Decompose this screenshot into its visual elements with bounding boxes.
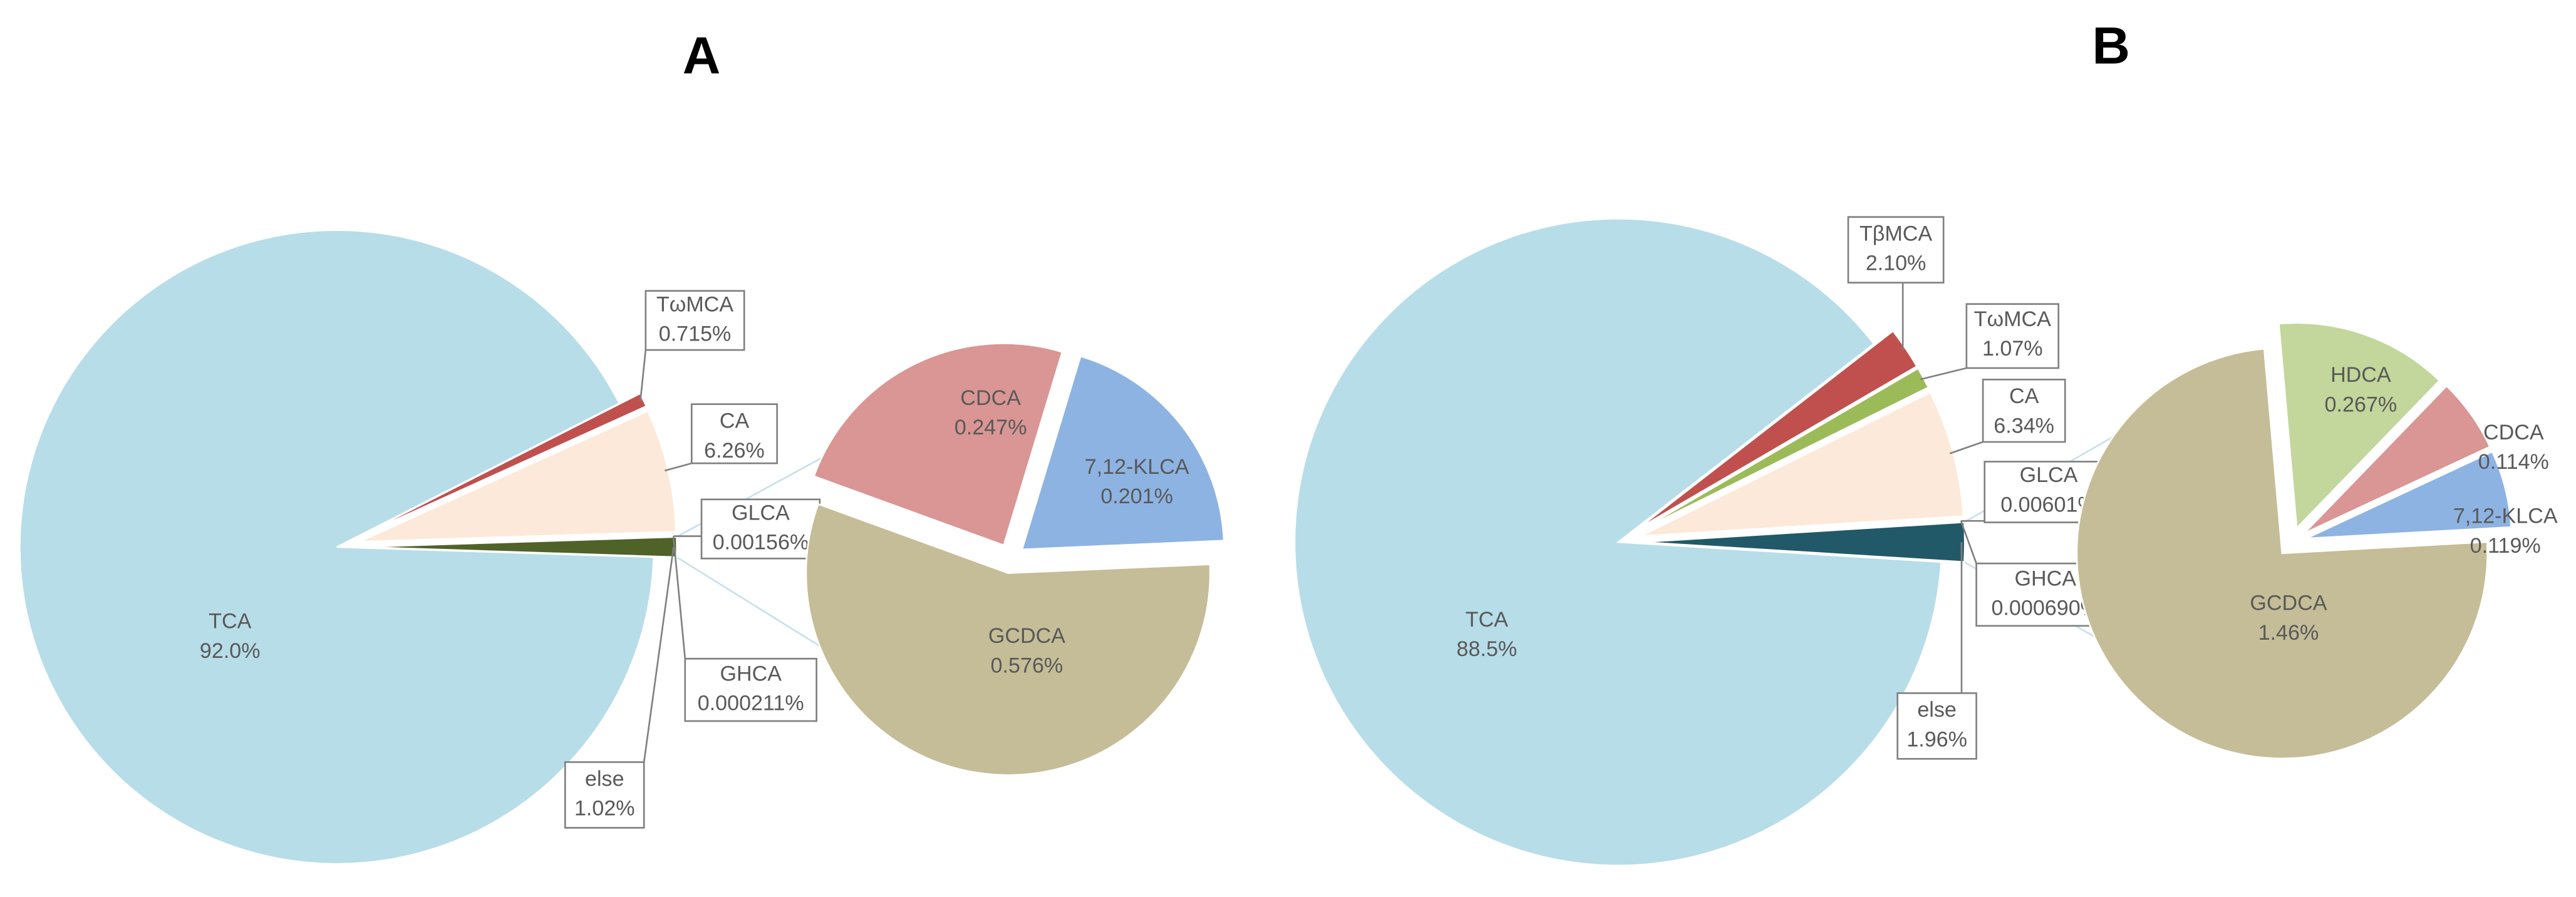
- slice-label: TβMCA: [1860, 222, 1932, 246]
- label-box: [1896, 692, 1977, 760]
- slice-label: else: [1917, 698, 1957, 722]
- slice-value-label: 0.715%: [659, 322, 732, 346]
- leader-line: [665, 462, 692, 472]
- label-box: [644, 290, 745, 351]
- pie-slice: [19, 229, 655, 865]
- slice-label: CA: [2009, 384, 2039, 408]
- slice-value-label: 88.5%: [1457, 637, 1518, 661]
- secondary-slice: [2303, 384, 2491, 535]
- leader-line: [643, 546, 675, 762]
- slice-value-label: 0.201%: [1100, 484, 1173, 508]
- slice-label: TωMCA: [656, 292, 733, 316]
- slice-label: 7,12-KLCA: [1085, 455, 1189, 479]
- slice-label: TCA: [1466, 608, 1508, 632]
- slice-value-label: 6.26%: [704, 439, 765, 463]
- pie-slice: [1637, 329, 1918, 530]
- label-box: [700, 498, 821, 560]
- slice-label: CDCA: [960, 386, 1021, 410]
- label-box: [564, 761, 645, 829]
- slice-label: GHCA: [2014, 566, 2076, 590]
- slice-value-label: 1.07%: [1982, 337, 2043, 361]
- slice-value-label: 1.46%: [2258, 621, 2319, 645]
- label-box: [684, 657, 817, 722]
- leader-line: [1920, 367, 1967, 381]
- slice-value-label: 0.247%: [954, 416, 1027, 439]
- chart-title: A: [683, 26, 721, 85]
- leader-line: [639, 349, 647, 402]
- leader-line: [1949, 441, 1984, 454]
- slice-value-label: 0.576%: [991, 654, 1063, 677]
- secondary-slice: [2278, 322, 2441, 530]
- slice-value-label: 6.34%: [1994, 414, 2054, 438]
- slice-label: else: [585, 767, 624, 791]
- slice-label: GCDCA: [2250, 592, 2327, 615]
- secondary-slice: [1021, 355, 1225, 551]
- slice-value-label: 0.00156%: [713, 531, 809, 555]
- slice-label: GLCA: [732, 501, 790, 525]
- secondary-slice: [812, 342, 1063, 546]
- slice-value-label: 0.267%: [2325, 392, 2398, 416]
- slice-label: CDCA: [2483, 421, 2544, 444]
- slice-label: TCA: [209, 610, 251, 633]
- pie-slice: [1293, 217, 1942, 867]
- slice-label: GCDCA: [988, 624, 1065, 648]
- secondary-slice: [2305, 450, 2512, 540]
- pie-slice: [1641, 521, 1966, 563]
- slice-value-label: 1.02%: [574, 797, 635, 821]
- slice-label: TωMCA: [1974, 307, 2051, 331]
- slice-value-label: 0.000211%: [698, 692, 804, 715]
- slice-label: CA: [720, 409, 750, 433]
- label-box: [691, 403, 778, 464]
- slice-label: GHCA: [720, 662, 782, 686]
- label-box: [1982, 379, 2066, 443]
- secondary-slice: [2076, 347, 2488, 759]
- pie-slice: [357, 392, 648, 538]
- secondary-slice: [805, 503, 1211, 776]
- slice-value-label: 1.96%: [1906, 727, 1967, 751]
- pie-slice: [1638, 367, 1930, 532]
- slice-value-label: 2.10%: [1866, 252, 1927, 275]
- slice-label: GLCA: [2020, 463, 2078, 487]
- slice-value-label: 0.114%: [2478, 450, 2549, 474]
- chart-title: B: [2092, 16, 2130, 74]
- slice-label: HDCA: [2330, 363, 2391, 387]
- leader-line: [1960, 520, 1977, 564]
- slice-value-label: 92.0%: [200, 639, 261, 663]
- slice-value-label: 0.119%: [2470, 534, 2541, 558]
- slice-label: 7,12-KLCA: [2453, 505, 2558, 528]
- label-box: [1847, 216, 1945, 284]
- label-box: [1965, 303, 2060, 369]
- leader-line: [672, 536, 686, 659]
